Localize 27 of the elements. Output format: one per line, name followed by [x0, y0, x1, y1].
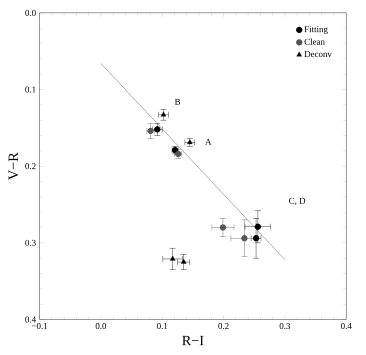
- point: [154, 126, 160, 133]
- x-tick-label: −0.1: [32, 322, 48, 329]
- point: [187, 139, 193, 144]
- point: [160, 112, 166, 116]
- point: [180, 258, 186, 264]
- y-tick-label: 0.4: [25, 316, 36, 322]
- annotation: A: [205, 138, 212, 145]
- y-tick-label: 0.1: [25, 86, 36, 92]
- x-axis-title: R−I: [182, 336, 204, 346]
- legend-label: Fitting: [304, 26, 328, 34]
- point: [241, 235, 248, 242]
- point: [220, 224, 226, 231]
- point: [170, 256, 176, 261]
- y-tick-label: 0.2: [25, 163, 36, 170]
- point: [254, 224, 262, 230]
- x-tick-label: 0.2: [218, 322, 229, 329]
- legend-label: Deconv: [304, 51, 332, 58]
- y-tick-label: 0.3: [25, 240, 36, 246]
- x-tick-label: 0.1: [157, 322, 168, 329]
- annotation: B: [174, 98, 180, 105]
- x-tick-label: 0.4: [340, 322, 352, 329]
- y-tick-label: 0.0: [25, 10, 36, 16]
- annotation: C, D: [289, 198, 306, 206]
- legend-label: Clean: [304, 38, 325, 45]
- x-tick-label: 0.0: [96, 322, 106, 329]
- y-axis-title: V−R: [8, 152, 18, 180]
- x-tick-label: 0.3: [280, 322, 290, 329]
